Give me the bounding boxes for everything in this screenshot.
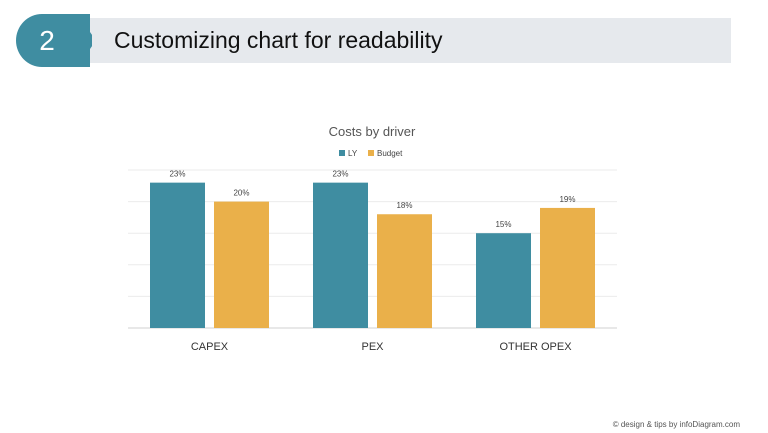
bar-ly-pex xyxy=(313,182,368,328)
chart-title: Costs by driver xyxy=(329,124,416,139)
bar-budget-pex xyxy=(377,214,432,328)
bar-budget-capex xyxy=(214,201,269,328)
legend-label-ly: LY xyxy=(348,149,358,158)
legend: LY Budget xyxy=(339,149,403,158)
data-label: 20% xyxy=(233,189,249,198)
data-label: 23% xyxy=(332,170,348,179)
bar-budget-other-opex xyxy=(540,207,595,328)
data-label: 18% xyxy=(396,201,412,210)
step-number: 2 xyxy=(39,25,55,56)
page-title: Customizing chart for readability xyxy=(114,27,443,53)
data-label: 19% xyxy=(559,195,575,204)
category-label: PEX xyxy=(361,341,384,353)
bar-ly-other-opex xyxy=(476,233,531,328)
category-label: CAPEX xyxy=(191,341,229,353)
legend-swatch-budget xyxy=(368,150,374,156)
step-badge xyxy=(16,14,92,67)
footer-credit: © design & tips by infoDiagram.com xyxy=(612,420,740,429)
category-label: OTHER OPEX xyxy=(499,341,572,353)
data-label: 23% xyxy=(169,170,185,179)
bar-ly-capex xyxy=(150,182,205,328)
header-bar xyxy=(88,18,731,63)
legend-label-budget: Budget xyxy=(377,149,403,158)
legend-swatch-ly xyxy=(339,150,345,156)
data-label: 15% xyxy=(495,220,511,229)
